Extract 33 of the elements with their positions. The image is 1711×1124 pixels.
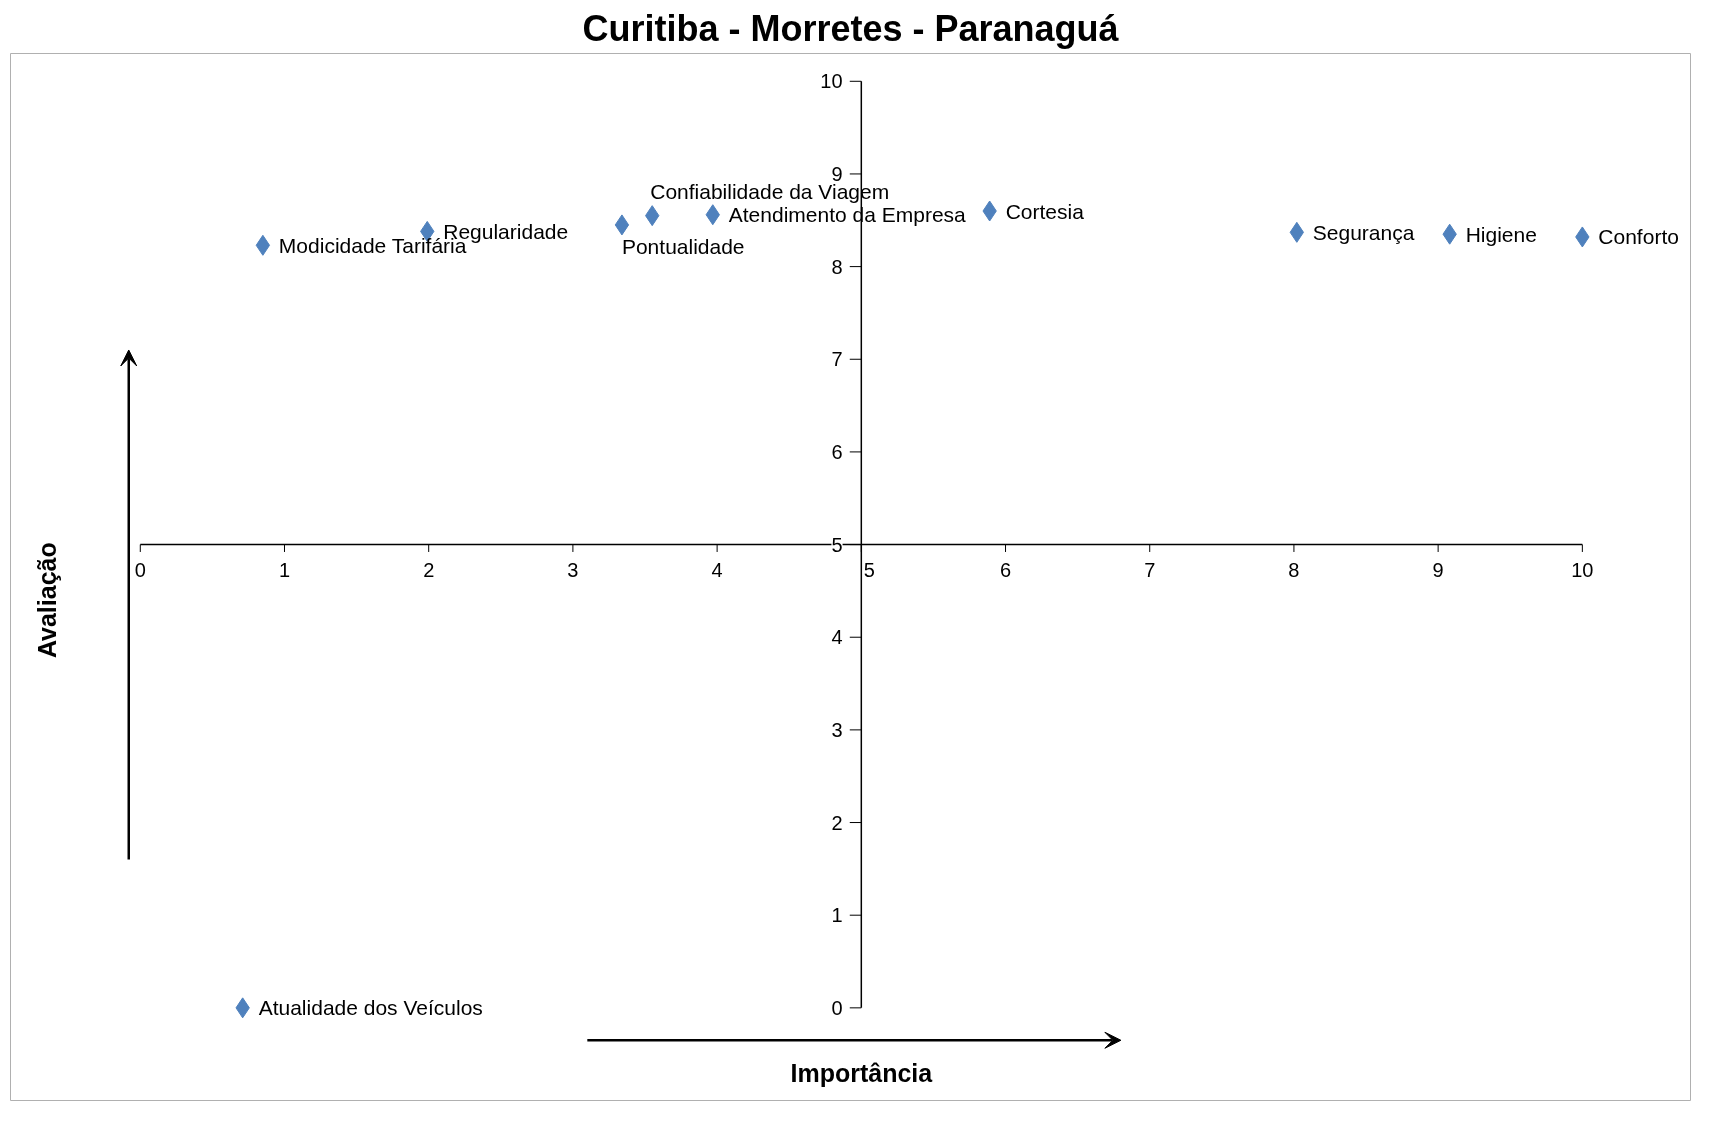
x-tick-label: 3 xyxy=(567,559,579,582)
point xyxy=(255,234,271,256)
y-tick-label: 5 xyxy=(831,533,843,556)
x-tick-label: 1 xyxy=(278,559,291,582)
y-tick-label: 10 xyxy=(820,70,843,93)
chart-title: Curitiba - Morretes - Paranaguá xyxy=(582,7,1120,49)
x-tick-label: 5 xyxy=(863,559,875,582)
y-tick-label: 0 xyxy=(831,996,843,1019)
y-tick-label: 2 xyxy=(831,811,843,834)
y-tick-label: 4 xyxy=(831,626,843,649)
annotation: Conforto xyxy=(1598,225,1679,249)
annotation: Pontualidade xyxy=(621,235,745,259)
x-tick-label: 7 xyxy=(1144,559,1156,582)
x-tick-label: 6 xyxy=(999,559,1012,582)
annotation: Atualidade dos Veículos xyxy=(258,996,483,1020)
y-tick-label: 9 xyxy=(831,162,843,185)
y-tick-label: 6 xyxy=(831,440,843,463)
x-tick-label: 2 xyxy=(423,559,435,582)
x-tick-label: 0 xyxy=(134,559,146,582)
annotation: Segurança xyxy=(1312,220,1415,244)
y-tick-label: 8 xyxy=(831,255,843,278)
x-axis-title: Importância xyxy=(790,1058,934,1087)
annotation: Cortesia xyxy=(1005,199,1085,223)
x-tick-label: 9 xyxy=(1432,559,1444,582)
x-tick-label: 10 xyxy=(1571,559,1594,582)
y-tick-label: 7 xyxy=(831,348,843,371)
y-tick-label: 3 xyxy=(831,718,843,741)
y-tick-label: 1 xyxy=(831,904,843,927)
annotation: Higiene xyxy=(1465,222,1537,246)
x-tick-label: 4 xyxy=(711,559,723,582)
y-axis-title: Avaliação xyxy=(32,542,61,659)
point xyxy=(614,214,630,236)
x-tick-label: 8 xyxy=(1288,559,1300,582)
